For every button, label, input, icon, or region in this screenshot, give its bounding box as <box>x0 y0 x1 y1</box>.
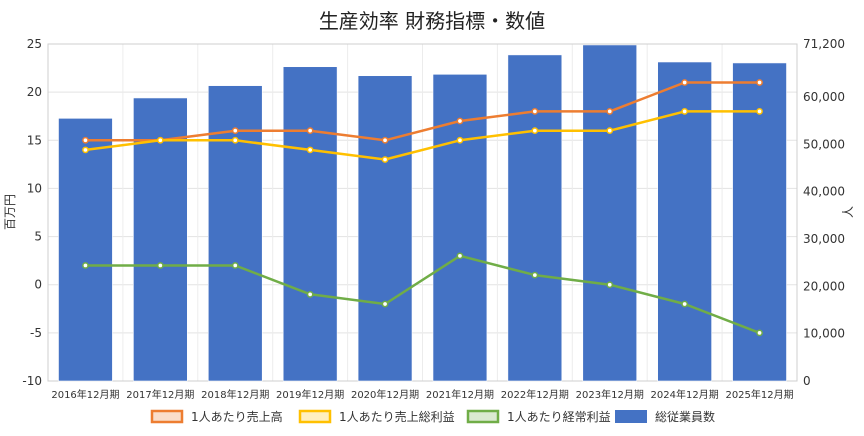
y-left-tick: 0 <box>34 278 42 292</box>
chart-title: 生産効率 財務指標・数値 <box>319 9 545 33</box>
legend-item: 1人あたり経常利益 <box>466 409 611 424</box>
y-axis-right-label: 人 <box>841 206 855 218</box>
y-left-tick: -5 <box>30 326 42 340</box>
y-right-tick: 10,000 <box>803 327 845 341</box>
data-point <box>456 136 464 144</box>
y-right-tick: 40,000 <box>803 185 845 199</box>
y-left-tick: -10 <box>22 374 42 388</box>
data-point <box>381 156 389 163</box>
data-point <box>681 79 689 86</box>
data-point <box>681 108 689 115</box>
bar-series <box>58 44 787 382</box>
y-right-tick: 20,000 <box>803 279 845 293</box>
legend: 1人あたり売上高 1人あたり売上総利益 1人あたり経常利益 総従業員数 <box>150 409 715 424</box>
series-line <box>85 110 760 161</box>
y-left-tick: 10 <box>27 181 42 195</box>
y-right-tick: 0 <box>803 374 811 388</box>
legend-label: 総従業員数 <box>655 409 715 424</box>
data-point <box>606 108 614 115</box>
legend-swatch <box>150 409 184 424</box>
x-tick: 2025年12月期 <box>725 388 793 401</box>
y-right-tick: 71,200 <box>803 37 845 51</box>
plot-area <box>47 43 798 382</box>
legend-item: 1人あたり売上高 <box>150 409 283 424</box>
data-point <box>231 127 239 135</box>
bar <box>582 44 638 382</box>
data-point <box>456 117 464 125</box>
axes: -10 -5 0 5 10 15 20 25 0 10,000 20,000 30,000 40,000… <box>22 37 845 401</box>
bar <box>732 62 787 382</box>
y-left-tick: 15 <box>27 133 42 147</box>
legend-item: 1人あたり売上総利益 <box>298 409 455 424</box>
x-tick: 2023年12月期 <box>576 388 644 401</box>
y-left-tick: 5 <box>34 230 42 244</box>
x-tick: 2016年12月期 <box>51 388 119 401</box>
y-left-tick: 25 <box>27 37 42 51</box>
bar <box>58 118 113 382</box>
y-left-tick: 20 <box>27 85 42 99</box>
data-point <box>531 108 539 115</box>
data-point <box>531 127 539 135</box>
legend-swatch <box>615 410 647 423</box>
x-tick: 2019年12月期 <box>276 388 344 401</box>
y-right-tick: 50,000 <box>803 137 845 151</box>
data-point <box>231 136 239 144</box>
data-point <box>82 146 89 154</box>
x-tick: 2024年12月期 <box>651 388 719 401</box>
y-right-tick: 30,000 <box>803 232 845 246</box>
line-series <box>82 79 763 337</box>
y-right-tick: 60,000 <box>803 90 845 104</box>
data-point <box>381 136 389 144</box>
bar <box>133 97 188 382</box>
x-tick: 2020年12月期 <box>351 388 419 401</box>
data-point <box>82 136 89 144</box>
data-point <box>756 108 763 115</box>
legend-label: 1人あたり売上総利益 <box>339 409 455 424</box>
data-point <box>306 127 314 135</box>
data-point <box>82 262 89 269</box>
x-tick: 2021年12月期 <box>426 388 494 401</box>
data-point <box>606 281 614 289</box>
data-point <box>456 252 464 260</box>
data-point <box>231 262 239 269</box>
bar <box>207 85 263 382</box>
data-point <box>306 146 314 154</box>
bar <box>507 54 563 382</box>
data-point <box>381 300 389 308</box>
data-point <box>306 290 314 298</box>
data-point <box>531 271 539 279</box>
x-tick: 2017年12月期 <box>126 388 194 401</box>
data-point <box>606 127 614 135</box>
series-line <box>85 81 760 142</box>
x-tick: 2018年12月期 <box>201 388 269 401</box>
data-point <box>756 329 763 337</box>
data-point <box>756 79 763 86</box>
legend-swatch <box>466 409 500 424</box>
bar <box>357 75 413 382</box>
y-axis-left-label: 百万円 <box>3 194 17 230</box>
x-tick: 2022年12月期 <box>501 388 569 401</box>
series-line <box>85 254 761 335</box>
bar <box>282 66 338 382</box>
legend-label: 1人あたり売上高 <box>191 409 283 424</box>
data-point <box>157 136 164 144</box>
data-point <box>681 300 689 308</box>
data-point <box>157 262 164 269</box>
legend-item: 総従業員数 <box>615 409 715 424</box>
legend-swatch <box>298 409 332 424</box>
legend-label: 1人あたり経常利益 <box>507 410 611 424</box>
